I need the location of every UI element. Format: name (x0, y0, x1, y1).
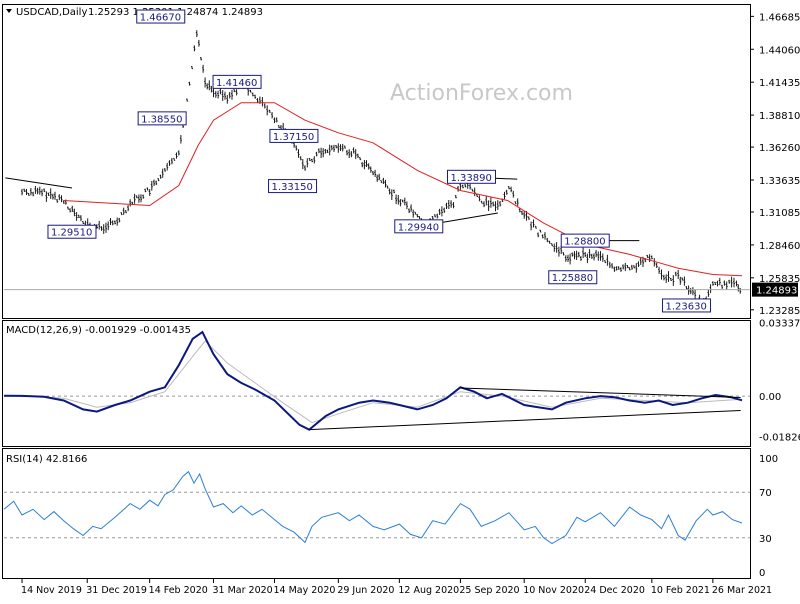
price-annotation-label: 1.25880 (552, 273, 593, 284)
price-annotation-label: 1.29510 (51, 228, 92, 239)
price-annotation-box (137, 111, 187, 126)
price-annotation-box (560, 233, 610, 248)
price-annotation-box (136, 9, 186, 24)
last-price-box (752, 282, 798, 297)
price-annotation-label: 1.33890 (450, 173, 491, 184)
panel-frame-rsi (2, 448, 751, 579)
rsi-header: RSI(14) 42.8166 (6, 454, 87, 465)
watermark-text: ActionForex.com (390, 81, 573, 106)
price-annotation-label: 1.46670 (140, 13, 181, 24)
price-annotation-box (268, 179, 318, 194)
last-price-label: 1.24893 (756, 286, 797, 297)
price-annotation-label: 1.33150 (272, 182, 313, 193)
price-ytick-label: 1.41435 (759, 78, 800, 89)
x-tick-label: 29 Jun 2020 (337, 585, 394, 596)
moving-average-line (63, 102, 743, 277)
price-annotation-box (662, 298, 712, 313)
x-tick-label: 26 Mar 2021 (712, 585, 772, 596)
rsi-ytick-label: 30 (759, 534, 772, 545)
price-ytick-label: 1.28460 (759, 241, 800, 252)
dropdown-arrow-icon (6, 9, 12, 13)
rsi-ytick-label: 0 (759, 568, 765, 579)
price-ytick-label: 1.25835 (759, 274, 800, 285)
x-tick-label: 14 Nov 2019 (21, 585, 82, 596)
x-tick-label: 24 Dec 2020 (584, 585, 645, 596)
macd-trendline (309, 409, 741, 431)
price-trendline (5, 177, 73, 189)
panel-frame-macd (2, 320, 751, 447)
x-tick-label: 31 Mar 2020 (212, 585, 272, 596)
panel-frame-price (2, 4, 751, 319)
price-annotation-box (269, 128, 319, 143)
price-ytick-label: 1.46685 (759, 12, 800, 23)
macd-ytick-label: -0.018262 (759, 432, 800, 443)
price-annotation-box (47, 224, 97, 239)
price-annotation-label: 1.38550 (141, 114, 182, 125)
price-annotation-box (548, 270, 598, 285)
rsi-ytick-label: 100 (759, 454, 778, 465)
price-header-symbol: USDCAD,Daily (16, 7, 87, 18)
price-annotation-label: 1.23630 (666, 301, 707, 312)
x-tick-label: 14 Feb 2020 (149, 585, 208, 596)
price-annotation-box (212, 74, 262, 89)
price-ytick-label: 1.33635 (759, 176, 800, 187)
x-tick-label: 14 May 2020 (274, 585, 336, 596)
price-ytick-label: 1.36260 (759, 143, 800, 154)
rsi-ytick-label: 70 (759, 488, 772, 499)
x-tick-label: 12 Aug 2020 (398, 585, 459, 596)
rsi-line (3, 470, 743, 545)
price-annotation-label: 1.28800 (564, 237, 605, 248)
x-tick-label: 10 Feb 2021 (651, 585, 710, 596)
price-ytick-label: 1.38810 (759, 111, 800, 122)
macd-ytick-label: 0.00 (759, 392, 781, 403)
x-tick-label: 10 Nov 2020 (523, 585, 584, 596)
price-annotation-label: 1.37150 (273, 132, 314, 143)
price-ytick-label: 1.44060 (759, 45, 800, 56)
price-annotation-box (446, 169, 496, 184)
price-annotation-label: 1.41460 (216, 78, 257, 89)
macd-line (3, 330, 743, 431)
x-tick-label: 25 Sep 2020 (459, 585, 519, 596)
price-ytick-label: 1.31085 (759, 208, 800, 219)
x-tick-label: 31 Dec 2019 (86, 585, 147, 596)
macd-trendline (460, 387, 741, 398)
price-annotation-box (394, 219, 444, 234)
macd-header: MACD(12,26,9) -0.001929 -0.001435 (6, 325, 191, 336)
macd-ytick-label: 0.03337 (759, 318, 800, 329)
price-bars (21, 30, 742, 308)
price-ytick-label: 1.23285 (759, 306, 800, 317)
price-annotation-label: 1.29940 (398, 222, 439, 233)
